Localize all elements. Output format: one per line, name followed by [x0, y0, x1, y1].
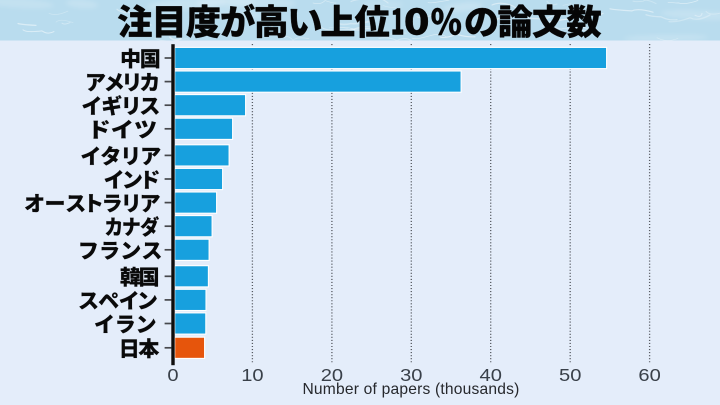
svg-text:10: 10: [241, 366, 263, 386]
svg-text:60: 60: [638, 366, 660, 386]
svg-text:30: 30: [400, 366, 422, 386]
svg-text:0: 0: [167, 366, 178, 386]
svg-text:20: 20: [321, 366, 343, 386]
svg-text:50: 50: [559, 366, 581, 386]
svg-text:40: 40: [480, 366, 502, 386]
svg-text:Number of papers (thousands): Number of papers (thousands): [302, 381, 519, 398]
